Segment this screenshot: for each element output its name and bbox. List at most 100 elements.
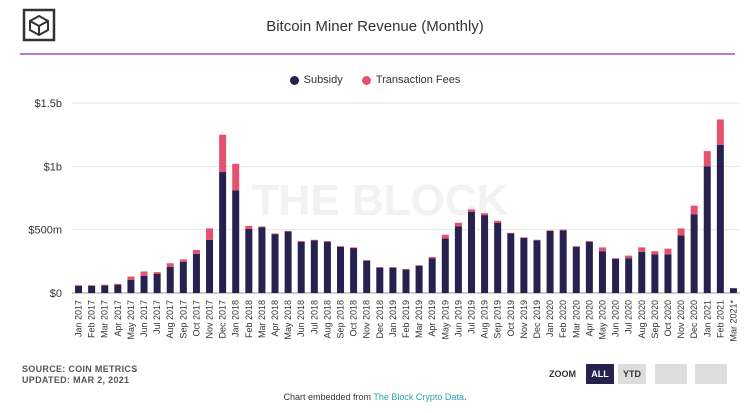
x-tick-label: Feb 2019 — [401, 300, 411, 338]
x-tick-label: Feb 2020 — [558, 300, 568, 338]
embed-note: Chart embedded from The Block Crypto Dat… — [0, 392, 750, 402]
bar-fees — [690, 205, 698, 215]
x-tick-label: May 2019 — [440, 300, 450, 340]
x-tick-label: Nov 2018 — [362, 300, 372, 339]
x-tick-label: Mar 2017 — [100, 300, 110, 338]
bar-fees — [219, 134, 227, 173]
bar-fees — [703, 151, 711, 167]
x-tick-label: Oct 2018 — [349, 300, 359, 337]
y-tick-label: $1b — [44, 161, 62, 173]
legend: Subsidy Transaction Fees — [0, 74, 750, 88]
bar-subsidy — [179, 261, 187, 293]
bar-subsidy — [677, 235, 685, 293]
x-tick-label: Jul 2018 — [309, 300, 319, 334]
bar-fees — [337, 246, 345, 247]
zoom-all-button[interactable]: ALL — [586, 364, 614, 384]
zoom-controls: ZOOM ALL YTD — [549, 364, 727, 384]
bar-subsidy — [520, 237, 528, 293]
bar-fees — [389, 267, 397, 268]
bar-fees — [559, 229, 567, 231]
the-block-cube-logo — [22, 8, 56, 42]
bar-fees — [284, 230, 292, 232]
x-tick-label: Aug 2019 — [480, 300, 490, 339]
bar-subsidy — [101, 285, 109, 293]
bar-subsidy — [153, 274, 161, 293]
x-tick-label: Feb 2021 — [715, 300, 725, 338]
legend-fees-label: Transaction Fees — [375, 74, 461, 86]
bar-subsidy — [297, 241, 305, 293]
bar-subsidy — [598, 251, 606, 293]
legend-fees[interactable]: Transaction Fees — [361, 74, 461, 86]
bar-fees — [402, 268, 410, 270]
bar-subsidy — [651, 254, 659, 293]
bar-subsidy — [323, 241, 331, 293]
embed-link[interactable]: The Block Crypto Data — [373, 392, 464, 402]
zoom-button-4[interactable] — [695, 364, 727, 384]
bar-fees — [363, 260, 371, 261]
bar-fees — [716, 119, 724, 145]
x-tick-label: Jun 2019 — [453, 300, 463, 337]
bar-subsidy — [467, 211, 475, 293]
bar-fees — [546, 230, 554, 231]
bar-subsidy — [716, 144, 724, 293]
bar-fees — [75, 285, 83, 286]
x-tick-label: Jun 2017 — [139, 300, 149, 337]
bar-fees — [677, 228, 685, 236]
bar-subsidy — [546, 230, 554, 293]
source-info: SOURCE: COIN METRICS UPDATED: MAR 2, 202… — [22, 364, 138, 386]
x-tick-label: Dec 2017 — [218, 300, 228, 339]
title-divider — [20, 53, 735, 55]
x-tick-label: Mar 2018 — [257, 300, 267, 338]
bar-fees — [140, 271, 148, 276]
x-tick-label: May 2018 — [283, 300, 293, 340]
zoom-button-3[interactable] — [655, 364, 687, 384]
bar-subsidy — [75, 285, 83, 293]
bar-subsidy — [271, 234, 279, 293]
zoom-ytd-button[interactable]: YTD — [618, 364, 646, 384]
bar-fees — [585, 241, 593, 242]
bar-subsidy — [533, 240, 541, 293]
x-tick-label: Mar 2020 — [571, 300, 581, 338]
bar-subsidy — [245, 229, 253, 293]
updated-label: UPDATED: MAR 2, 2021 — [22, 375, 130, 385]
x-tick-label: Aug 2018 — [322, 300, 332, 339]
bar-subsidy — [88, 285, 96, 293]
bar-fees — [179, 259, 187, 262]
bar-fees — [192, 249, 200, 254]
x-tick-label: Dec 2018 — [375, 300, 385, 339]
zoom-label: ZOOM — [549, 369, 576, 379]
y-tick-label: $1.5b — [34, 98, 62, 110]
bar-subsidy — [612, 258, 620, 293]
x-tick-label: May 2017 — [126, 300, 136, 340]
bar-subsidy — [559, 230, 567, 293]
bar-subsidy — [232, 190, 240, 293]
x-tick-label: Apr 2020 — [584, 300, 594, 337]
bar-subsidy — [415, 265, 423, 293]
bar-fees — [376, 267, 384, 268]
bar-subsidy — [494, 222, 502, 293]
bar-subsidy — [441, 238, 449, 293]
bar-subsidy — [127, 279, 135, 293]
bar-subsidy — [690, 214, 698, 293]
x-tick-label: Jan 2019 — [388, 300, 398, 337]
bar-fees — [127, 276, 135, 280]
x-tick-label: Nov 2017 — [205, 300, 215, 339]
bar-subsidy — [206, 239, 214, 293]
x-tick-label: Aug 2020 — [637, 300, 647, 339]
x-tick-label: Jul 2020 — [624, 300, 634, 334]
bar-subsidy — [114, 284, 122, 293]
legend-subsidy[interactable]: Subsidy — [289, 74, 343, 86]
x-tick-label: Mar 2019 — [414, 300, 424, 338]
bar-subsidy — [389, 267, 397, 293]
x-tick-label: Sep 2020 — [650, 300, 660, 339]
x-tick-label: Oct 2017 — [191, 300, 201, 337]
bar-fees — [481, 213, 489, 216]
x-tick-label: Dec 2019 — [532, 300, 542, 339]
bar-fees — [206, 228, 214, 240]
y-tick-label: $0 — [50, 288, 62, 300]
bar-fees — [638, 247, 646, 252]
x-tick-label: Oct 2019 — [506, 300, 516, 337]
x-tick-label: Feb 2017 — [87, 300, 97, 338]
bar-subsidy — [337, 246, 345, 293]
